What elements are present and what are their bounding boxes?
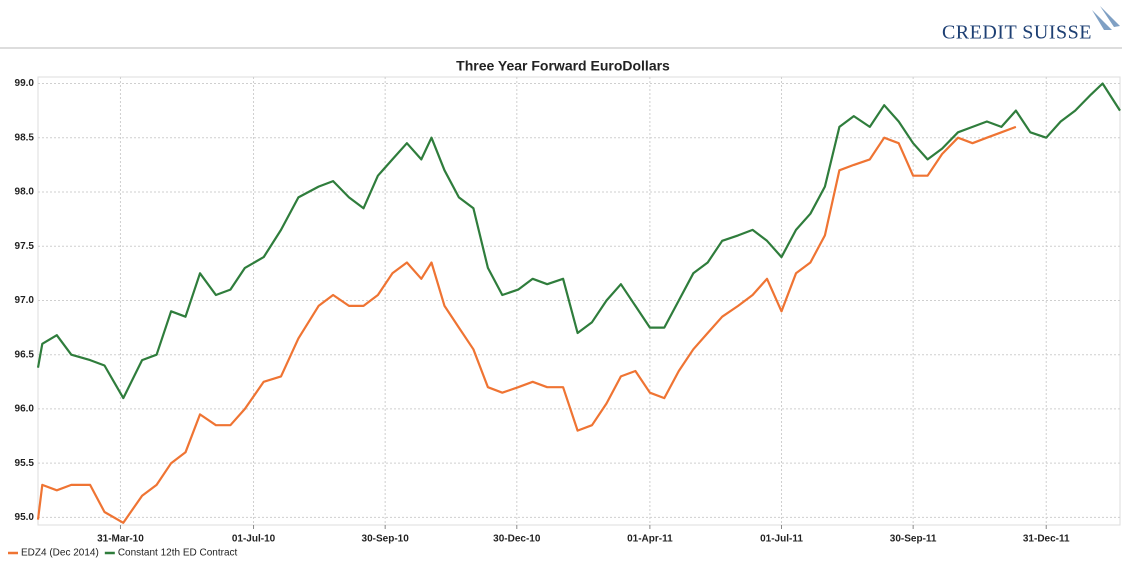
x-tick-label: 30-Sep-10 <box>362 534 410 545</box>
plot-area <box>37 76 1121 526</box>
y-tick-label: 96.0 <box>15 404 35 415</box>
y-tick-label: 95.0 <box>15 512 35 523</box>
logo: CREDIT SUISSE <box>942 22 1092 44</box>
y-tick-label: 98.5 <box>15 132 35 143</box>
x-tick-label: 31-Dec-11 <box>1023 534 1070 545</box>
x-tick-label: 31-Mar-10 <box>97 534 144 545</box>
y-tick-label: 97.0 <box>15 295 35 306</box>
x-tick-label: 01-Jul-11 <box>760 534 803 545</box>
chart-title: Three Year Forward EuroDollars <box>456 58 670 74</box>
series-line <box>36 82 1121 400</box>
y-tick-label: 99.0 <box>15 78 35 89</box>
legend-label: Constant 12th ED Contract <box>118 548 238 559</box>
y-tick-label: 96.5 <box>15 349 35 360</box>
y-tick-label: 95.5 <box>15 458 35 469</box>
x-tick-label: 01-Apr-11 <box>627 534 673 545</box>
x-tick-label: 30-Dec-10 <box>493 534 541 545</box>
x-tick-label: 30-Sep-11 <box>890 534 937 545</box>
y-tick-label: 97.5 <box>15 241 35 252</box>
legend-label: EDZ4 (Dec 2014) <box>21 548 99 559</box>
logo-mark <box>1092 6 1120 30</box>
x-tick-label: 01-Jul-10 <box>232 534 276 545</box>
y-tick-label: 98.0 <box>15 187 35 198</box>
series-line <box>36 125 1017 524</box>
